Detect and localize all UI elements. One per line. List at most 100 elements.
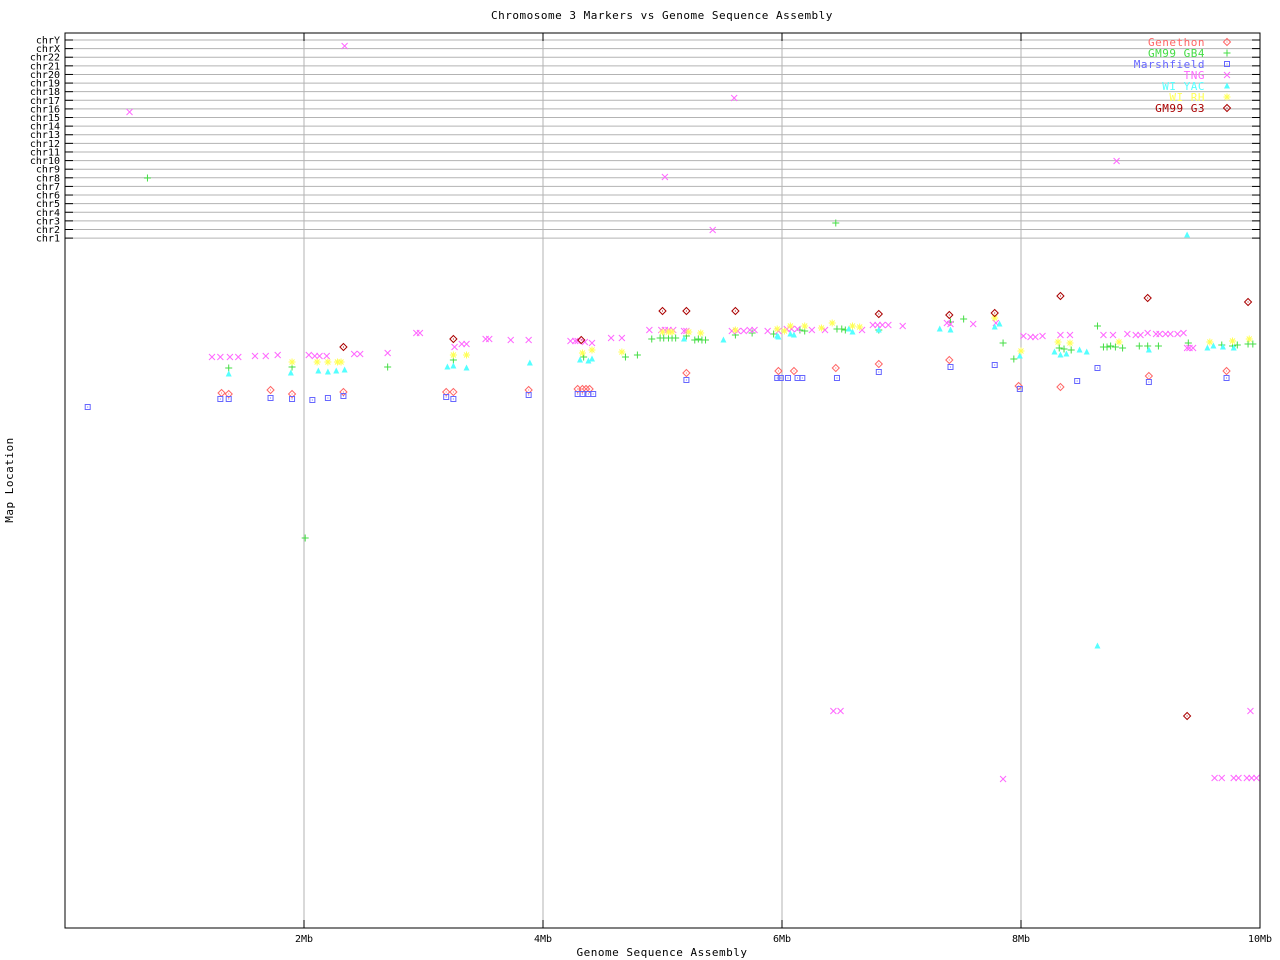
data-point-dot: [270, 397, 272, 399]
data-point: [1222, 366, 1231, 376]
data-point-dot: [327, 397, 329, 399]
data-point: [313, 358, 321, 366]
data-point: [1016, 352, 1023, 359]
data-point: [301, 534, 309, 542]
data-point: [672, 334, 680, 342]
data-point: [786, 322, 794, 330]
data-point: [323, 352, 331, 360]
x-axis-title: Genome Sequence Assembly: [577, 946, 748, 959]
series-tng: [126, 42, 1260, 783]
data-point: [945, 310, 954, 320]
data-point: [526, 359, 533, 366]
data-point: [659, 328, 666, 336]
data-point: [1067, 346, 1075, 354]
chrom-label: chrX: [36, 44, 60, 55]
data-point-dot: [228, 393, 230, 395]
data-point: [1103, 343, 1111, 351]
data-point: [578, 349, 586, 357]
data-point: [578, 384, 587, 394]
data-point: [618, 334, 626, 342]
data-point: [324, 358, 332, 366]
axis-label-layer: chrYchrXchr22chr21chr20chr19chr18chr17ch…: [30, 36, 1272, 946]
data-point: [1060, 345, 1068, 353]
data-point: [1107, 342, 1115, 350]
data-point-dot: [452, 338, 454, 340]
data-point: [143, 174, 151, 182]
data-point: [217, 396, 224, 402]
data-point: [731, 306, 740, 316]
data-point: [384, 349, 392, 357]
data-point-dot: [587, 393, 589, 395]
data-point: [588, 355, 595, 362]
series-marshfield: [84, 362, 1230, 410]
data-point: [1235, 774, 1242, 782]
data-point: [999, 775, 1007, 783]
data-point-dot: [1148, 381, 1150, 383]
data-point: [1162, 330, 1169, 338]
data-point-dot: [270, 389, 272, 391]
data-point: [787, 330, 794, 337]
data-point: [702, 336, 710, 344]
data-point: [315, 367, 322, 374]
data-point: [1135, 342, 1143, 350]
data-point-dot: [662, 310, 663, 312]
data-point-dot: [1019, 388, 1021, 390]
data-point: [801, 322, 809, 330]
data-point: [1243, 297, 1253, 307]
data-point: [875, 326, 882, 333]
data-point-dot: [1226, 107, 1228, 109]
data-point: [658, 306, 667, 316]
data-point: [1204, 344, 1211, 351]
data-point-dot: [291, 393, 293, 395]
x-tick-label: 6Mb: [773, 934, 791, 945]
data-point: [324, 368, 331, 375]
data-point: [463, 364, 470, 371]
data-point: [1167, 330, 1174, 338]
data-point: [694, 335, 702, 343]
data-point: [485, 335, 493, 343]
data-point-dot: [589, 388, 591, 390]
legend-entry: GM99 G3: [1155, 102, 1232, 115]
data-point-dot: [1147, 297, 1149, 299]
data-point-dot: [948, 314, 950, 316]
data-point: [947, 364, 954, 370]
legend-label: Genethon: [1148, 36, 1205, 49]
data-point-dot: [793, 370, 795, 372]
data-point: [84, 404, 91, 410]
data-point-dot: [1186, 715, 1188, 717]
data-point: [680, 327, 688, 335]
data-point-dot: [342, 395, 344, 397]
data-point-dot: [291, 398, 293, 400]
data-point: [780, 327, 788, 335]
data-point: [1056, 382, 1065, 392]
data-point: [1063, 350, 1070, 357]
data-point: [590, 391, 597, 397]
data-point: [947, 320, 954, 328]
data-point: [969, 320, 977, 328]
data-point: [577, 356, 584, 363]
chrom-label: chr11: [30, 147, 60, 158]
data-point: [817, 324, 825, 332]
data-point: [1253, 774, 1260, 782]
data-point: [1219, 343, 1226, 350]
data-point: [449, 351, 457, 359]
data-point: [681, 335, 688, 342]
data-point: [828, 319, 836, 327]
data-point: [869, 321, 877, 329]
chrom-label: chr6: [36, 191, 60, 202]
chrom-label: chr12: [30, 139, 60, 150]
data-point: [875, 369, 882, 375]
data-point: [1094, 365, 1101, 371]
data-point-dot: [1226, 377, 1228, 379]
data-point: [577, 335, 586, 345]
data-point-dot: [734, 310, 736, 312]
data-point: [1145, 379, 1152, 385]
data-point: [225, 396, 232, 402]
chrom-label: chr20: [30, 70, 60, 81]
data-point: [831, 363, 840, 373]
chrom-label: chr16: [30, 104, 60, 115]
data-point: [1223, 375, 1230, 381]
data-point: [991, 323, 998, 330]
data-point: [1031, 333, 1039, 341]
legend-entry: WI RH: [1169, 91, 1231, 104]
